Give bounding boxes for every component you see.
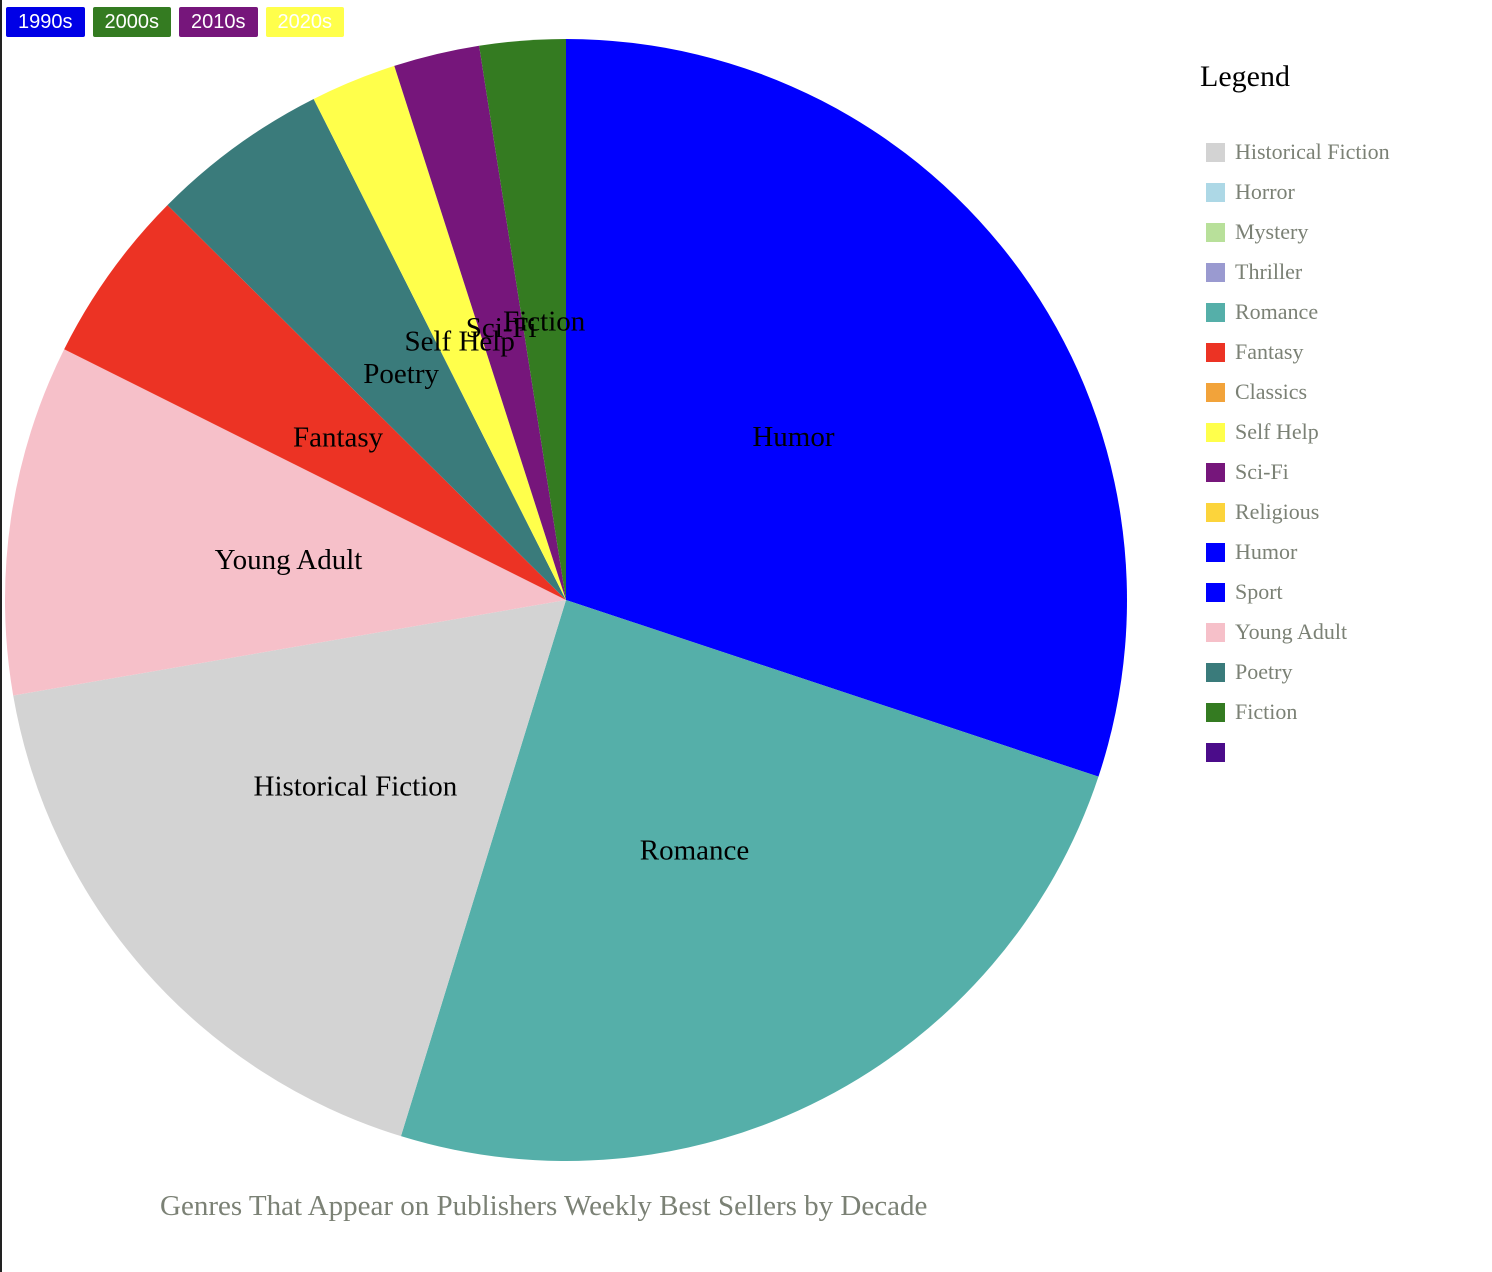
legend-swatch — [1206, 302, 1225, 322]
slice-label: Poetry — [363, 358, 439, 390]
legend-swatch — [1206, 422, 1225, 442]
legend-label: Mystery — [1235, 219, 1309, 244]
legend-label: Self Help — [1235, 419, 1319, 444]
legend-item: Young Adult — [1200, 612, 1480, 652]
legend-item: Self Help — [1200, 412, 1480, 452]
legend-label: Classics — [1235, 379, 1308, 404]
decade-button-1990s[interactable]: 1990s — [6, 7, 85, 37]
legend-item: Fiction — [1200, 692, 1480, 732]
pie-slice-sci-fi[interactable] — [394, 45, 566, 601]
legend-swatch — [1206, 582, 1225, 602]
legend-swatch — [1206, 742, 1225, 762]
legend-item: Religious — [1200, 492, 1480, 532]
legend-label: Humor — [1235, 539, 1298, 564]
legend-label: Young Adult — [1235, 619, 1348, 644]
legend-label: Historical Fiction — [1235, 139, 1390, 164]
legend-item: Thriller — [1200, 252, 1480, 292]
slice-label: Romance — [640, 834, 750, 866]
decade-button-2010s[interactable]: 2010s — [179, 7, 258, 37]
legend-label: Poetry — [1235, 659, 1293, 684]
legend-label: Fantasy — [1235, 339, 1304, 364]
legend-item: Humor — [1200, 532, 1480, 572]
pie-slice-fantasy[interactable] — [64, 205, 566, 600]
legend-swatch — [1206, 142, 1225, 162]
legend-label: Horror — [1235, 179, 1295, 204]
legend-item: Mystery — [1200, 212, 1480, 252]
legend-swatch — [1206, 462, 1225, 482]
legend-swatch — [1206, 222, 1225, 242]
legend-swatch — [1206, 702, 1225, 722]
legend-swatch — [1206, 262, 1225, 282]
pie-slice-fiction[interactable] — [479, 39, 566, 600]
legend-label: Sport — [1235, 579, 1283, 604]
slice-label: Sci-Fi — [466, 312, 537, 344]
legend-swatch — [1206, 662, 1225, 682]
pie-slice-self-help[interactable] — [313, 65, 566, 600]
slice-label: Self Help — [404, 325, 514, 357]
legend-item: Fantasy — [1200, 332, 1480, 372]
legend-title: Legend — [1200, 60, 1290, 93]
legend-swatch — [1206, 182, 1225, 202]
legend-label: Fiction — [1235, 699, 1298, 724]
pie-slice-romance[interactable] — [400, 600, 1099, 1161]
slice-label: Fiction — [503, 305, 586, 337]
legend-item: Poetry — [1200, 652, 1480, 692]
legend-label: Religious — [1235, 499, 1320, 524]
legend-item — [1200, 732, 1480, 772]
legend-item: Sci-Fi — [1200, 452, 1480, 492]
pie-slice-poetry[interactable] — [167, 98, 566, 601]
pie-slice-historical-fiction[interactable] — [13, 600, 567, 1137]
legend-swatch — [1206, 622, 1225, 642]
legend-swatch — [1206, 502, 1225, 522]
legend-item: Historical Fiction — [1200, 132, 1480, 172]
slice-label: Historical Fiction — [254, 770, 458, 802]
legend-item: Romance — [1200, 292, 1480, 332]
legend-item: Horror — [1200, 172, 1480, 212]
left-border — [0, 0, 2, 1272]
pie-slice-young-adult[interactable] — [4, 349, 566, 696]
slice-label: Fantasy — [293, 422, 384, 454]
legend-items: Historical Fiction Horror Mystery Thriller R… — [1200, 132, 1480, 772]
legend-item: Classics — [1200, 372, 1480, 412]
decade-selector: 1990s 2000s 2010s 2020s — [6, 7, 344, 37]
legend-label: Thriller — [1235, 259, 1303, 284]
legend-swatch — [1206, 342, 1225, 362]
pie-slice-humor[interactable] — [566, 39, 1128, 777]
legend-swatch — [1206, 542, 1225, 562]
decade-button-2020s[interactable]: 2020s — [265, 7, 344, 37]
legend-label: Romance — [1235, 299, 1319, 324]
slice-label: Young Adult — [215, 544, 363, 576]
legend-swatch — [1206, 382, 1225, 402]
slice-label: Humor — [752, 421, 835, 453]
chart-title: Genres That Appear on Publishers Weekly … — [160, 1190, 928, 1222]
decade-button-2000s[interactable]: 2000s — [92, 7, 171, 37]
legend-item: Sport — [1200, 572, 1480, 612]
legend: Legend Historical Fiction Horror Mystery Th… — [1200, 60, 1480, 772]
legend-label: Sci-Fi — [1235, 459, 1289, 484]
